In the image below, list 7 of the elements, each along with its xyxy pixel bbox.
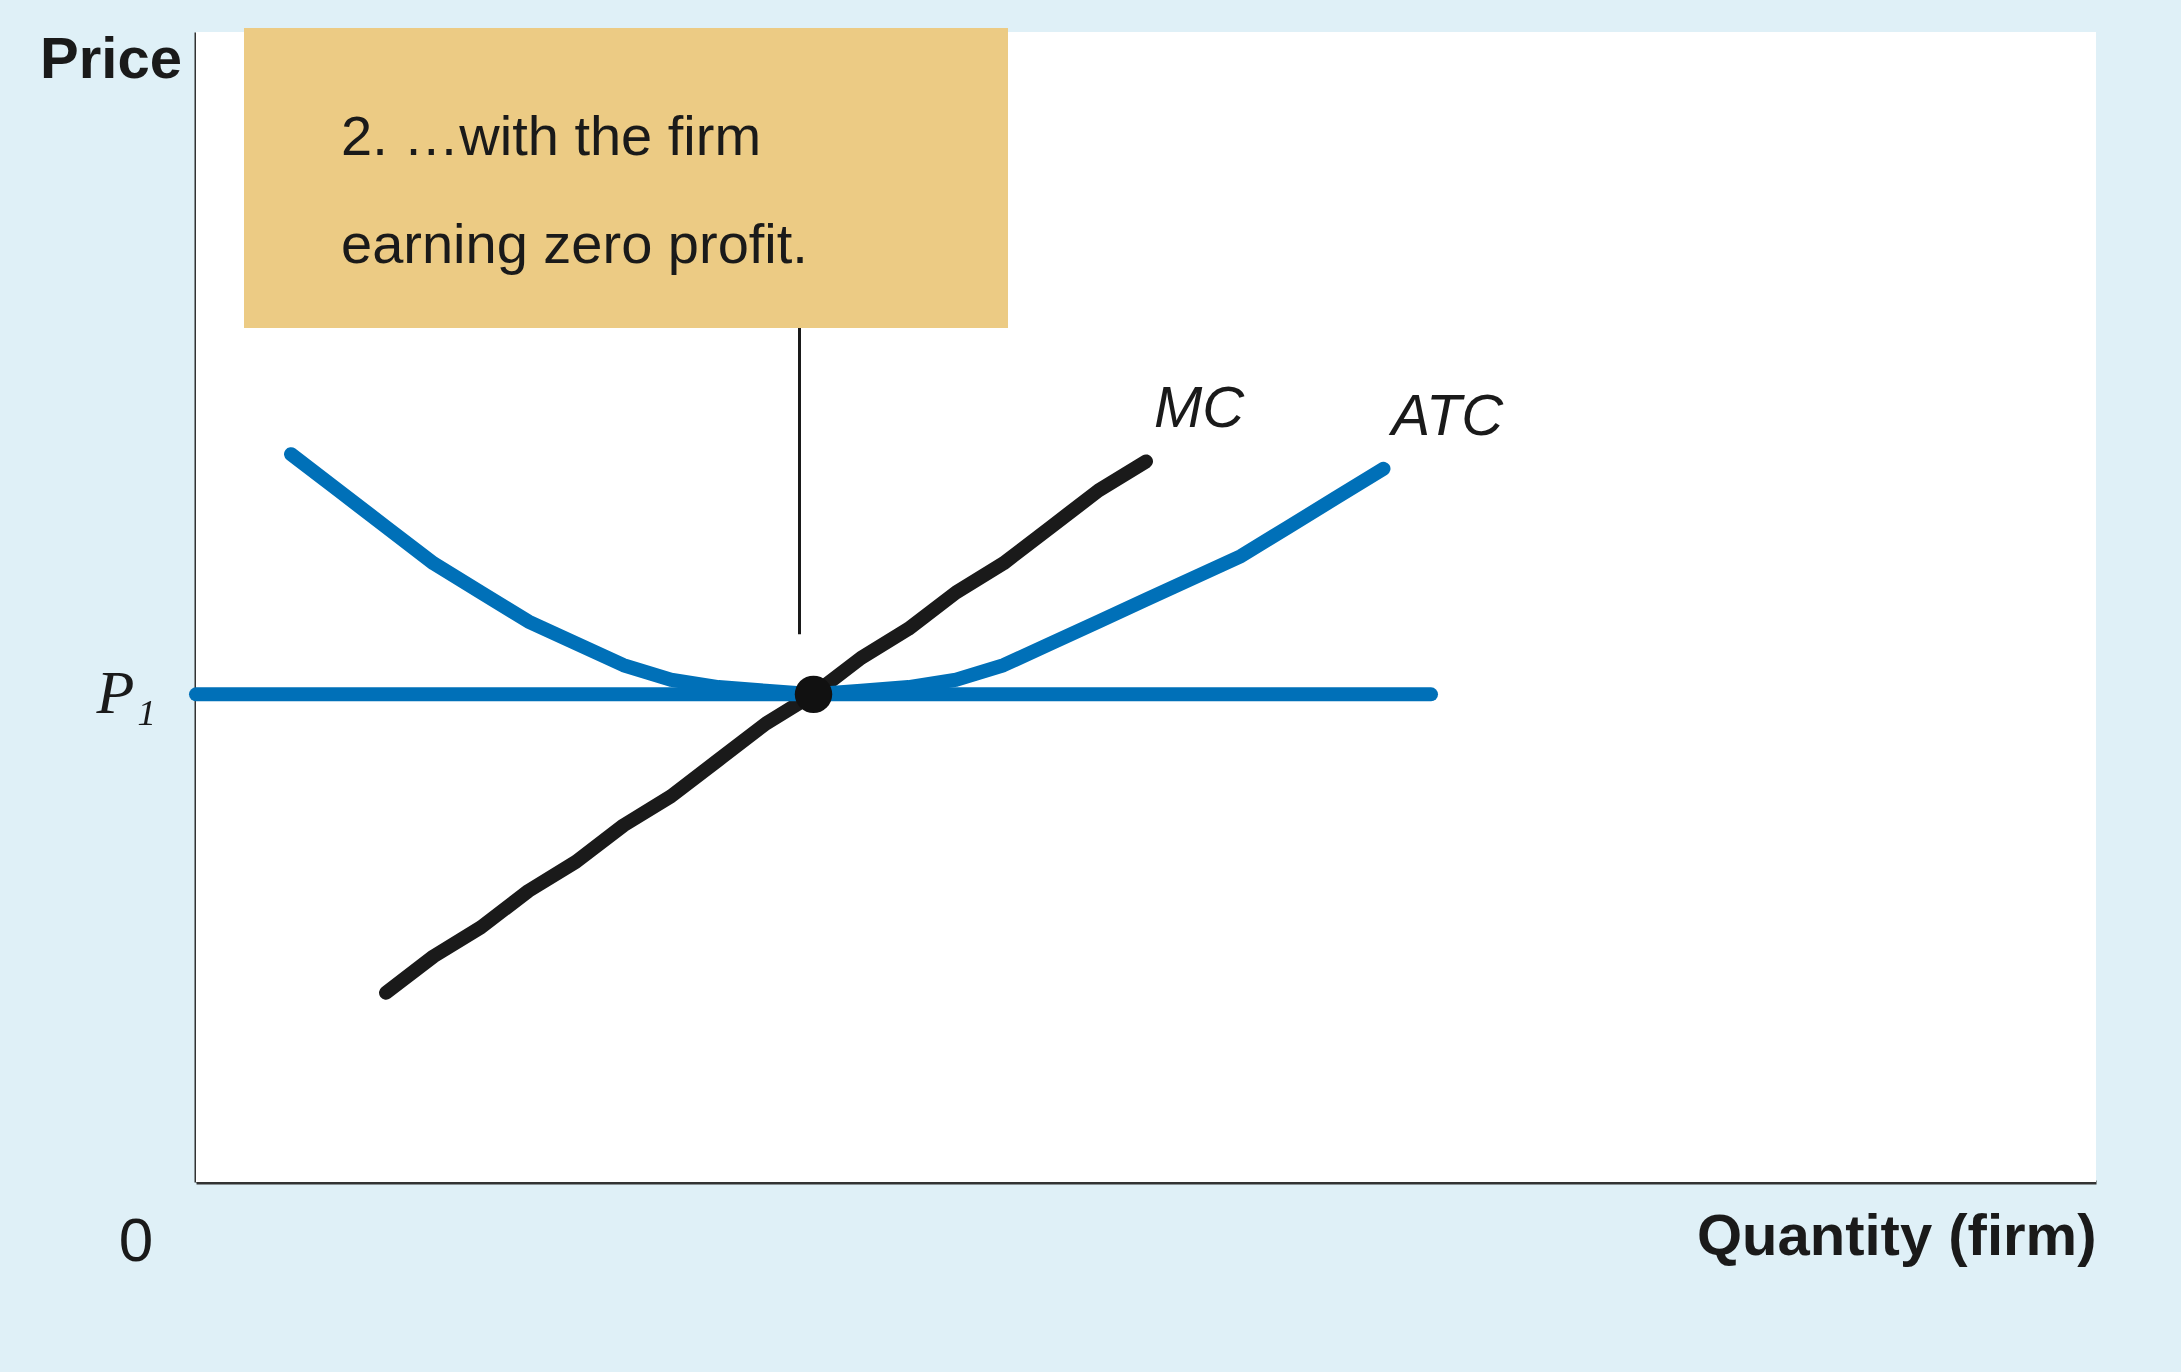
series-label: ATC [1388, 381, 1505, 447]
x-axis-title: Quantity (firm) [1696, 1201, 2097, 1267]
text: Price [40, 25, 182, 90]
text: 0 [118, 1205, 154, 1274]
text: 2. …with the firm earning zero profit. [341, 104, 808, 275]
text: P₁ [95, 658, 156, 727]
series-label: MC [1154, 374, 1246, 440]
